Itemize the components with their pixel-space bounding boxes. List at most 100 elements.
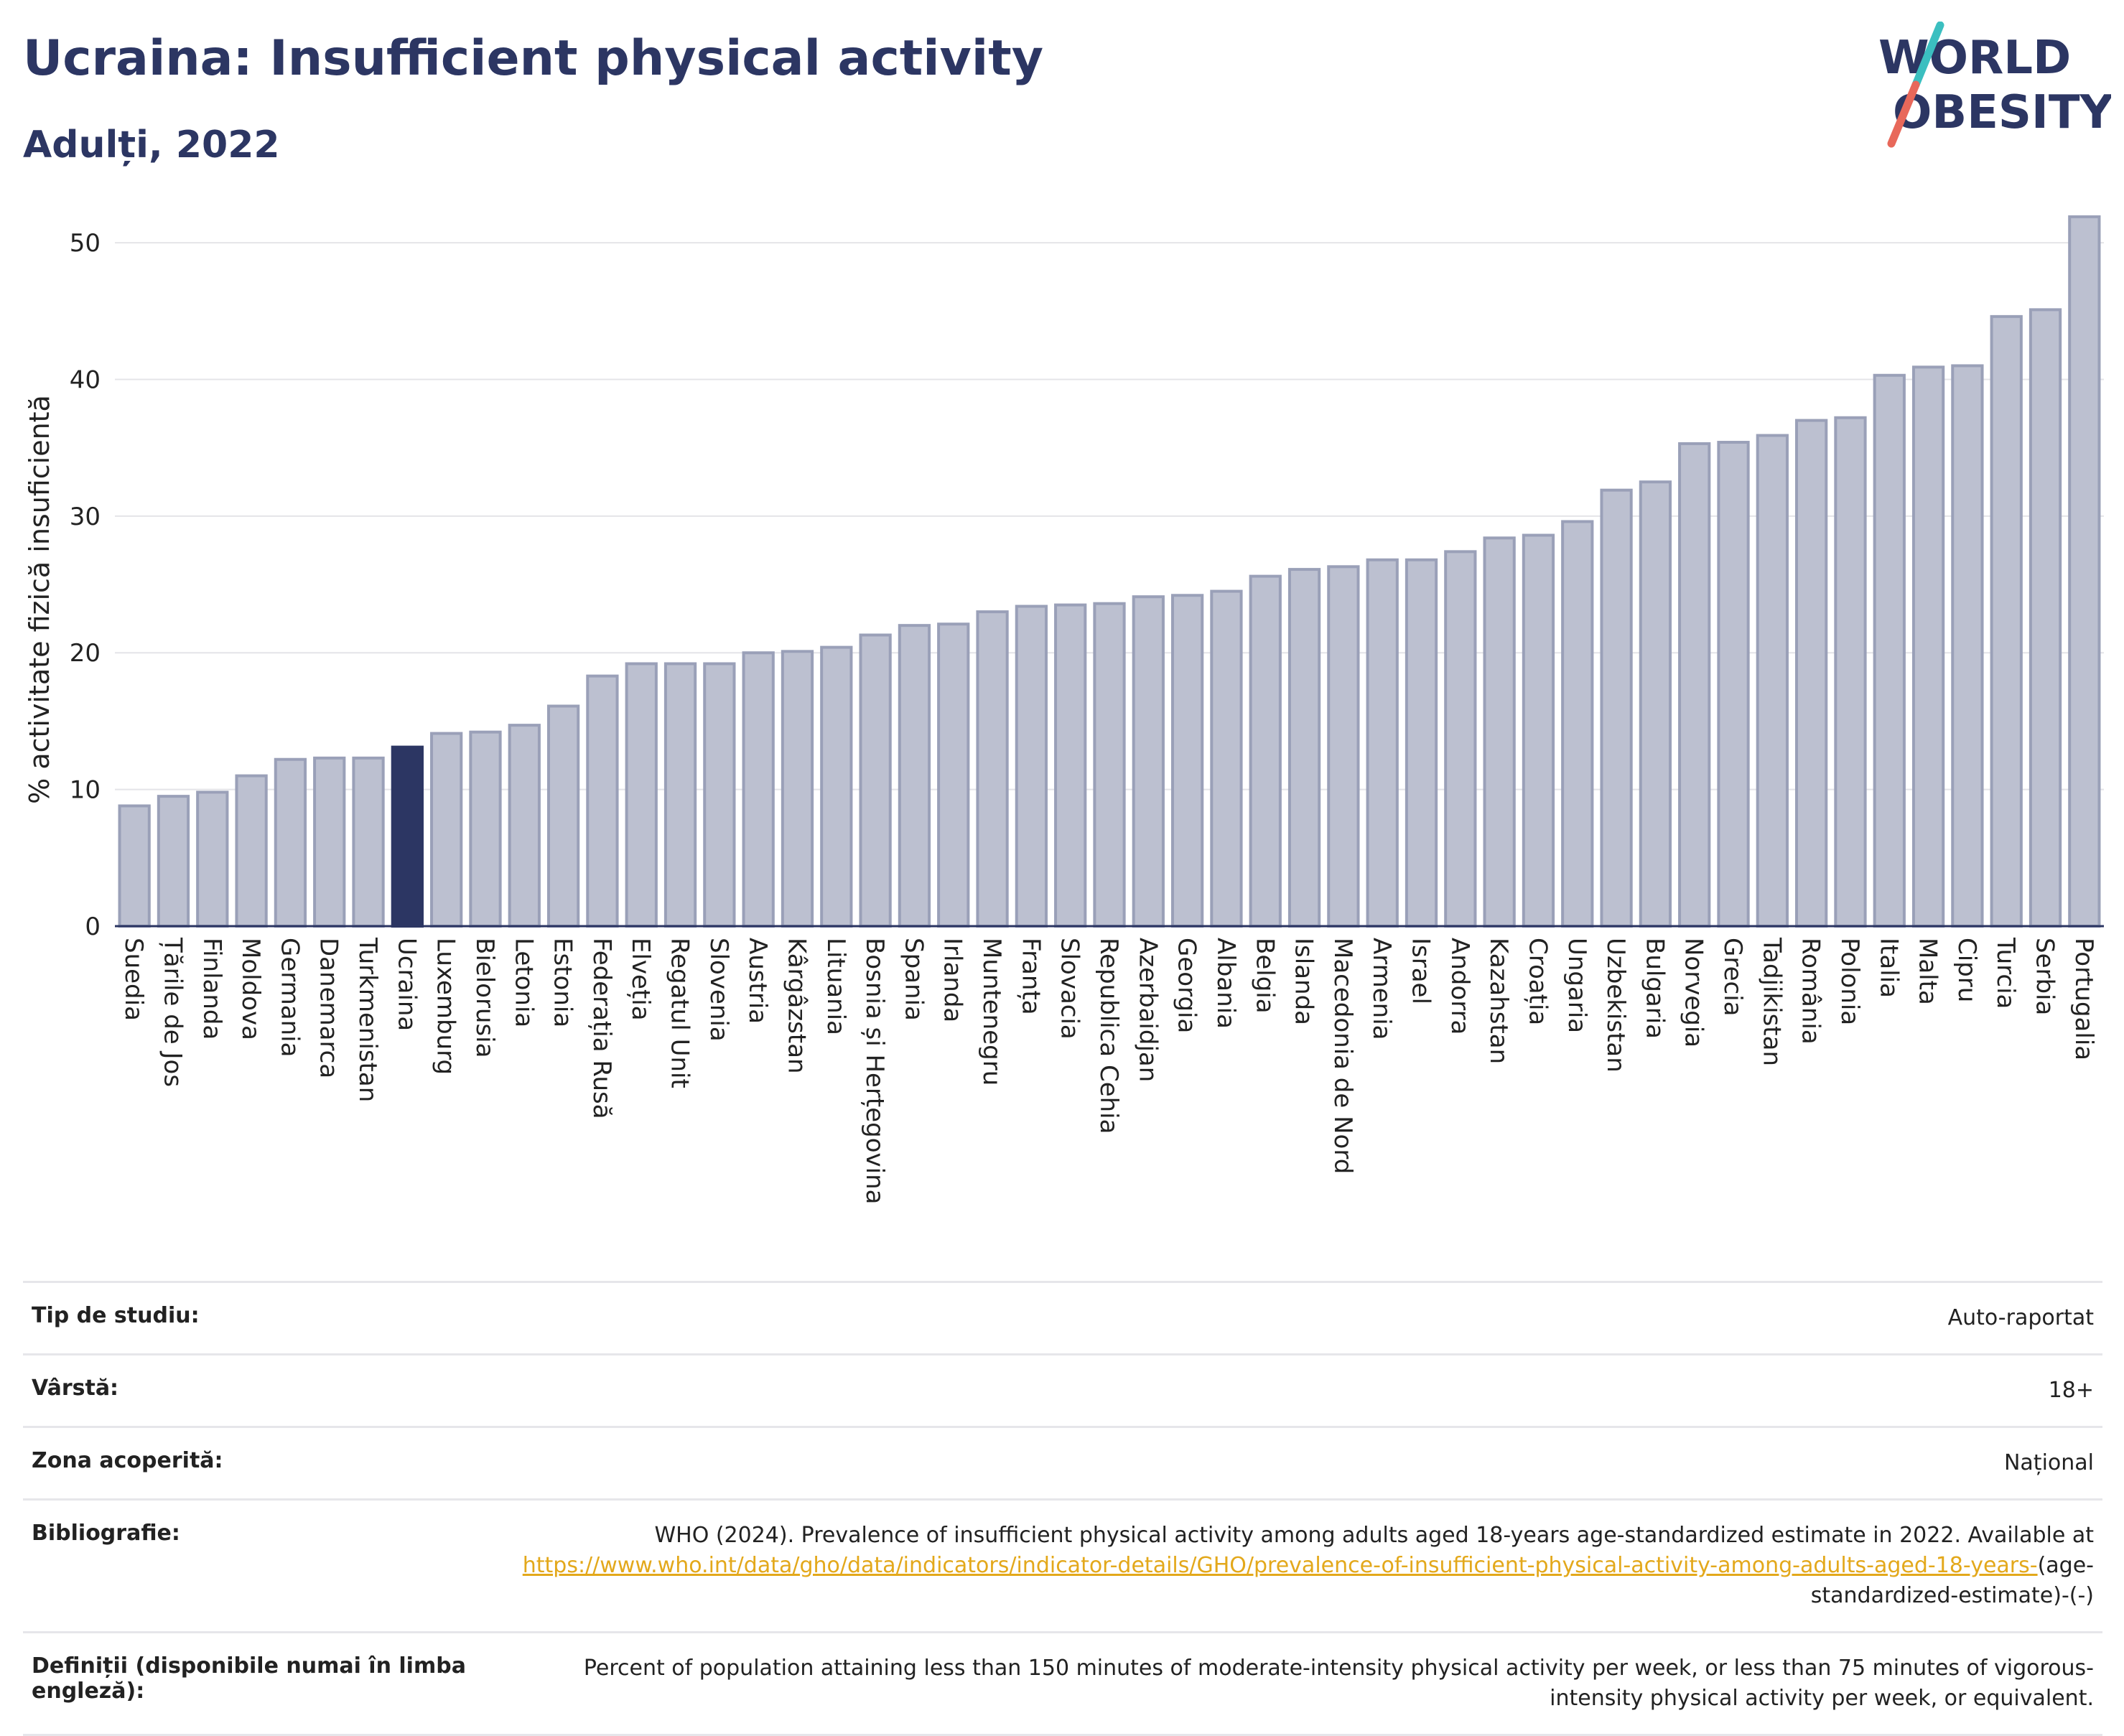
bar[interactable] bbox=[391, 745, 424, 928]
bar[interactable] bbox=[1132, 595, 1165, 928]
x-tick-label: Republica Cehia bbox=[1094, 938, 1123, 1134]
bar[interactable] bbox=[313, 756, 346, 928]
x-tick-label: Azerbaidjan bbox=[1133, 938, 1162, 1082]
bar[interactable] bbox=[352, 756, 385, 928]
info-value: Auto-raportat bbox=[1947, 1305, 2094, 1330]
bar[interactable] bbox=[1873, 373, 1906, 928]
bibliography-link[interactable]: https://www.who.int/data/gho/data/indica… bbox=[522, 1553, 2038, 1578]
bar[interactable] bbox=[1093, 602, 1126, 928]
x-tick-label: Austria bbox=[743, 938, 772, 1024]
bar[interactable] bbox=[1170, 594, 1204, 928]
x-tick-label: Macedonia de Nord bbox=[1328, 938, 1357, 1174]
bar[interactable] bbox=[1405, 558, 1438, 928]
x-tick-label: Turcia bbox=[1991, 937, 2020, 1009]
x-tick-label: Armenia bbox=[1367, 938, 1396, 1040]
bar[interactable] bbox=[663, 662, 697, 928]
bar[interactable] bbox=[1911, 365, 1945, 928]
x-tick-label: Danemarca bbox=[315, 938, 343, 1078]
x-tick-label: Bielorusia bbox=[470, 938, 499, 1058]
bar[interactable] bbox=[820, 645, 853, 928]
bar[interactable] bbox=[157, 795, 190, 928]
bar[interactable] bbox=[430, 732, 463, 928]
x-tick-label: Bulgaria bbox=[1640, 938, 1669, 1039]
logo-text-world: WORLD bbox=[1878, 32, 2071, 85]
bar[interactable] bbox=[508, 724, 541, 928]
x-tick-label: Franța bbox=[1016, 938, 1045, 1015]
x-tick-label: Serbia bbox=[2031, 938, 2059, 1015]
info-row-age: Vârstă: 18+ bbox=[23, 1353, 2102, 1426]
bar[interactable] bbox=[1210, 589, 1243, 928]
bar[interactable] bbox=[937, 622, 970, 928]
info-label: Bibliografie: bbox=[32, 1521, 180, 1546]
info-label: Zona acoperită: bbox=[32, 1448, 223, 1473]
bar[interactable] bbox=[1756, 434, 1789, 928]
x-tick-label: Bosnia și Herțegovina bbox=[860, 938, 889, 1205]
bar[interactable] bbox=[703, 662, 736, 928]
y-tick-label: 20 bbox=[70, 639, 101, 668]
info-value: Percent of population attaining less tha… bbox=[583, 1656, 2094, 1711]
logo-slash-coral-icon bbox=[1887, 80, 1920, 148]
info-value: Național bbox=[2003, 1450, 2094, 1475]
x-tick-label: Cipru bbox=[1952, 938, 1981, 1002]
bar[interactable] bbox=[1795, 419, 1828, 928]
bar[interactable] bbox=[898, 624, 931, 928]
bar[interactable] bbox=[1561, 520, 1594, 928]
bar[interactable] bbox=[1522, 533, 1555, 928]
bar[interactable] bbox=[2028, 308, 2062, 928]
x-tick-label: Lituania bbox=[821, 938, 850, 1035]
logo-slash-teal-icon bbox=[1911, 22, 1944, 89]
bar[interactable] bbox=[1054, 603, 1087, 928]
y-tick-label: 10 bbox=[70, 776, 101, 805]
bar[interactable] bbox=[546, 704, 580, 928]
info-label: Vârstă: bbox=[32, 1376, 119, 1401]
bar[interactable] bbox=[1834, 416, 1867, 928]
x-tick-label: Țările de Jos bbox=[158, 937, 187, 1087]
bar[interactable] bbox=[1444, 550, 1477, 928]
info-label: Tip de studiu: bbox=[32, 1303, 200, 1328]
x-tick-label: Israel bbox=[1407, 938, 1435, 1004]
bar[interactable] bbox=[742, 651, 775, 928]
bar-chart: 0 10 20 30 40 50 Suedia Țările de Jos Finlanda Mo… bbox=[24, 215, 2104, 1205]
x-tick-label: Slovacia bbox=[1056, 938, 1084, 1040]
bar[interactable] bbox=[1678, 442, 1711, 928]
info-value: 18+ bbox=[2048, 1378, 2094, 1403]
bar[interactable] bbox=[781, 650, 814, 928]
y-tick-label: 30 bbox=[70, 503, 101, 531]
bar[interactable] bbox=[1366, 558, 1399, 928]
bar[interactable] bbox=[1483, 536, 1516, 928]
y-tick-label: 50 bbox=[70, 229, 101, 258]
x-tick-label: Germania bbox=[275, 938, 304, 1057]
bar[interactable] bbox=[586, 674, 619, 928]
bar[interactable] bbox=[196, 790, 229, 928]
x-tick-label: Letonia bbox=[509, 938, 538, 1027]
x-tick-label: Tadjikistan bbox=[1757, 937, 1786, 1066]
x-tick-label: Andorra bbox=[1445, 938, 1474, 1035]
x-tick-label: România bbox=[1797, 938, 1825, 1045]
bar[interactable] bbox=[1287, 568, 1321, 928]
bar[interactable] bbox=[469, 730, 502, 928]
bar[interactable] bbox=[1639, 480, 1672, 928]
x-tick-label: Luxemburg bbox=[432, 938, 460, 1075]
bar[interactable] bbox=[1600, 488, 1633, 928]
bar[interactable] bbox=[118, 804, 151, 928]
bibliography-text: WHO (2024). Prevalence of insufficient p… bbox=[654, 1523, 2094, 1548]
x-tick-label: Ungaria bbox=[1562, 938, 1591, 1033]
bar[interactable] bbox=[625, 662, 658, 928]
bar[interactable] bbox=[976, 610, 1009, 928]
x-tick-label: Italia bbox=[1874, 938, 1903, 998]
bar[interactable] bbox=[1951, 364, 1984, 928]
bar[interactable] bbox=[1249, 574, 1282, 928]
x-tick-label: Norvegia bbox=[1680, 938, 1708, 1047]
x-tick-label: Regatul Unit bbox=[666, 938, 694, 1088]
bar[interactable] bbox=[235, 774, 268, 928]
bar[interactable] bbox=[1327, 565, 1360, 928]
bar[interactable] bbox=[2068, 215, 2101, 928]
bar[interactable] bbox=[1990, 314, 2023, 928]
bar[interactable] bbox=[1015, 605, 1048, 928]
bar[interactable] bbox=[1717, 441, 1750, 928]
bar[interactable] bbox=[859, 633, 892, 928]
bar[interactable] bbox=[274, 757, 307, 928]
x-tick-label: Polonia bbox=[1835, 938, 1864, 1025]
x-tick-label: Albania bbox=[1211, 938, 1240, 1029]
x-tick-label: Suedia bbox=[119, 938, 148, 1021]
